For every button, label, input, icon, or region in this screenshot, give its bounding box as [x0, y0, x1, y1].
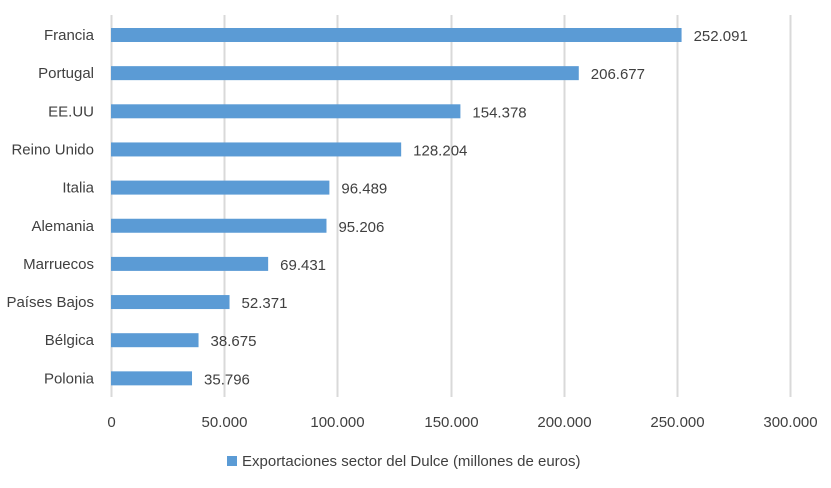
category-label: Portugal: [38, 65, 94, 82]
bar: [111, 295, 230, 310]
bar: [111, 180, 330, 195]
value-label: 252.091: [694, 28, 748, 45]
bar: [111, 104, 461, 119]
x-tick-label: 100.000: [310, 414, 364, 431]
value-label: 206.677: [591, 66, 645, 83]
x-tick-label: 150.000: [424, 414, 478, 431]
category-labels: Francia Portugal EE.UU Reino Unido Italia Ale…: [6, 27, 94, 387]
category-label: Países Bajos: [6, 294, 94, 311]
category-label: Polonia: [44, 370, 95, 387]
category-label: EE.UU: [48, 103, 94, 120]
value-labels: 252.091 206.677 154.378 128.204 96.489 95.206…: [204, 28, 748, 388]
category-label: Alemania: [31, 218, 94, 235]
x-tick-labels: 0 50.000 100.000 150.000 200.000 250.000 300.0…: [107, 414, 817, 431]
bar: [111, 371, 193, 386]
bar: [111, 66, 579, 81]
x-tick-label: 250.000: [650, 414, 704, 431]
value-label: 96.489: [341, 181, 387, 198]
category-label: Italia: [62, 180, 94, 197]
value-label: 35.796: [204, 371, 250, 388]
value-label: 95.206: [338, 219, 384, 236]
category-label: Marruecos: [23, 256, 94, 273]
legend: Exportaciones sector del Dulce (millones…: [227, 453, 581, 470]
category-label: Bélgica: [45, 332, 95, 349]
legend-label: Exportaciones sector del Dulce (millones…: [242, 453, 581, 470]
x-tick-label: 300.000: [763, 414, 817, 431]
bars: [111, 28, 682, 386]
bar: [111, 256, 269, 271]
value-label: 69.431: [280, 257, 326, 274]
x-tick-label: 0: [107, 414, 115, 431]
x-tick-label: 50.000: [202, 414, 248, 431]
bar: [111, 28, 682, 42]
category-label: Reino Unido: [11, 141, 94, 158]
value-label: 38.675: [211, 333, 257, 350]
bar: [111, 142, 402, 157]
bar: [111, 218, 327, 233]
value-label: 154.378: [472, 104, 526, 121]
legend-swatch: [227, 456, 237, 466]
category-label: Francia: [44, 27, 95, 44]
bar: [111, 333, 199, 348]
x-tick-label: 200.000: [537, 414, 591, 431]
value-label: 52.371: [242, 295, 288, 312]
value-label: 128.204: [413, 142, 467, 159]
